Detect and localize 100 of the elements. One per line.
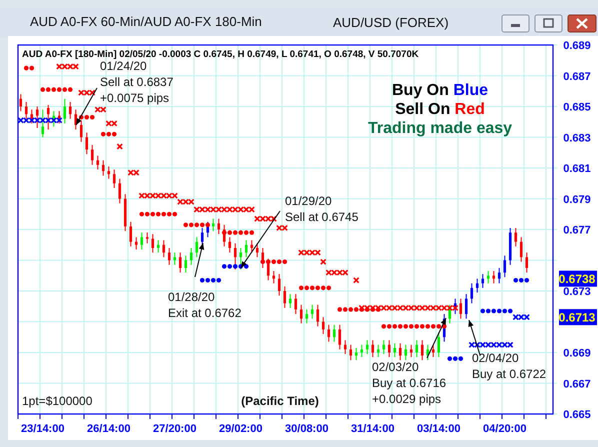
- candlestick: [168, 247, 171, 266]
- candlestick: [288, 294, 292, 308]
- candlestick: [228, 236, 232, 254]
- annotation: (Pacific Time): [241, 394, 319, 408]
- x-tick-label: 29/02:00: [219, 423, 262, 435]
- candlestick: [112, 169, 116, 188]
- candlestick: [492, 270, 496, 284]
- point: [452, 356, 458, 361]
- candlestick: [316, 304, 320, 327]
- candlestick: [366, 340, 369, 355]
- y-tick-label: 0.685: [563, 102, 591, 114]
- candlestick: [420, 340, 424, 361]
- x-tick-label: 30/08:00: [285, 423, 328, 435]
- annotation: 01/24/20 Sell at 0.6837 +0.0075 pips: [100, 59, 174, 105]
- candlestick: [503, 255, 506, 278]
- point: [480, 308, 486, 314]
- candlestick: [376, 344, 380, 358]
- candlestick: [498, 267, 501, 284]
- y-tick-label: 0.683: [563, 132, 591, 144]
- candlestick: [481, 274, 484, 288]
- point: [232, 264, 238, 269]
- point: [502, 308, 508, 314]
- candlestick: [63, 98, 66, 124]
- candlestick: [19, 94, 22, 112]
- candlestick: [156, 240, 160, 254]
- point: [496, 308, 502, 314]
- candlestick: [283, 286, 286, 308]
- candlestick: [344, 340, 347, 355]
- candlestick: [393, 342, 396, 358]
- candlestick: [432, 344, 435, 358]
- x-tick-label: 26/14:00: [87, 423, 130, 435]
- candlestick: [178, 252, 182, 274]
- point: [244, 264, 249, 269]
- annotation: 0.6713: [558, 310, 596, 325]
- annotation: 02/03/20 Buy at 0.6716 +0.0029 pips: [372, 360, 446, 406]
- point: [210, 278, 216, 283]
- annotation: 0.6738: [558, 272, 596, 286]
- candlestick: [195, 236, 198, 258]
- candlestick: [212, 218, 215, 232]
- candlestick: [349, 344, 352, 361]
- candlestick: [354, 347, 358, 361]
- point: [486, 308, 491, 314]
- x-tick-label: 03/14:00: [417, 423, 460, 435]
- candlestick: [305, 308, 308, 324]
- point: [491, 308, 496, 314]
- candlestick: [96, 155, 100, 170]
- x-tick-label: 04/20:00: [483, 423, 526, 435]
- candlestick: [129, 221, 132, 247]
- annotation: 01/29/20 Sell at 0.6745: [285, 194, 359, 224]
- candlestick: [90, 144, 94, 166]
- candlestick: [300, 304, 303, 324]
- candlestick: [134, 236, 138, 250]
- chart-title: AUD/USD (FOREX): [333, 15, 449, 30]
- candlestick: [190, 247, 193, 266]
- candlestick: [107, 166, 110, 180]
- point: [216, 278, 222, 283]
- point: [200, 278, 205, 283]
- y-tick-label: 0.665: [563, 409, 591, 421]
- point: [518, 278, 524, 283]
- candlestick: [256, 242, 259, 258]
- point: [227, 264, 232, 269]
- x-tick-label: 23/14:00: [21, 423, 64, 435]
- candlestick: [250, 240, 254, 254]
- y-tick-label: 0.689: [563, 40, 591, 52]
- candlestick: [146, 232, 149, 244]
- candlestick: [360, 344, 364, 358]
- candlestick: [140, 232, 144, 250]
- y-tick-label: 0.687: [563, 70, 591, 83]
- candlestick: [102, 160, 105, 176]
- point: [447, 356, 452, 361]
- candlestick: [388, 340, 391, 358]
- candlestick: [118, 178, 122, 204]
- annotation: 1pt=$100000: [22, 394, 93, 408]
- annotation: Sell On Red: [395, 101, 485, 118]
- candlestick: [371, 340, 374, 358]
- candlestick: [398, 342, 402, 361]
- candlestick: [217, 218, 220, 235]
- y-tick-label: 0.669: [563, 348, 591, 360]
- candlestick: [338, 324, 342, 350]
- y-tick-label: 0.667: [563, 378, 591, 390]
- candlestick: [173, 252, 176, 266]
- annotation: Trading made easy: [368, 120, 512, 137]
- y-tick-label: 0.677: [563, 224, 591, 236]
- candlestick: [310, 304, 314, 320]
- text: AUD A0-FX 60-Min/AUD A0-FX 180-Min: [30, 14, 262, 29]
- x-tick-label: 31/14:00: [351, 423, 394, 435]
- candlestick: [382, 340, 386, 355]
- y-tick-label: 0.679: [563, 194, 591, 206]
- point: [524, 278, 530, 283]
- candlestick: [464, 294, 468, 320]
- candlestick: [410, 344, 413, 358]
- annotation: Buy On Blue: [392, 82, 488, 99]
- candlestick: [470, 282, 474, 304]
- candlestick: [294, 294, 298, 315]
- annotation: 01/28/20 Exit at 0.6762: [168, 290, 242, 320]
- candlestick: [514, 227, 518, 247]
- candlestick: [184, 255, 188, 274]
- candlestick: [244, 240, 248, 258]
- candlestick: [68, 101, 72, 120]
- point: [508, 308, 513, 314]
